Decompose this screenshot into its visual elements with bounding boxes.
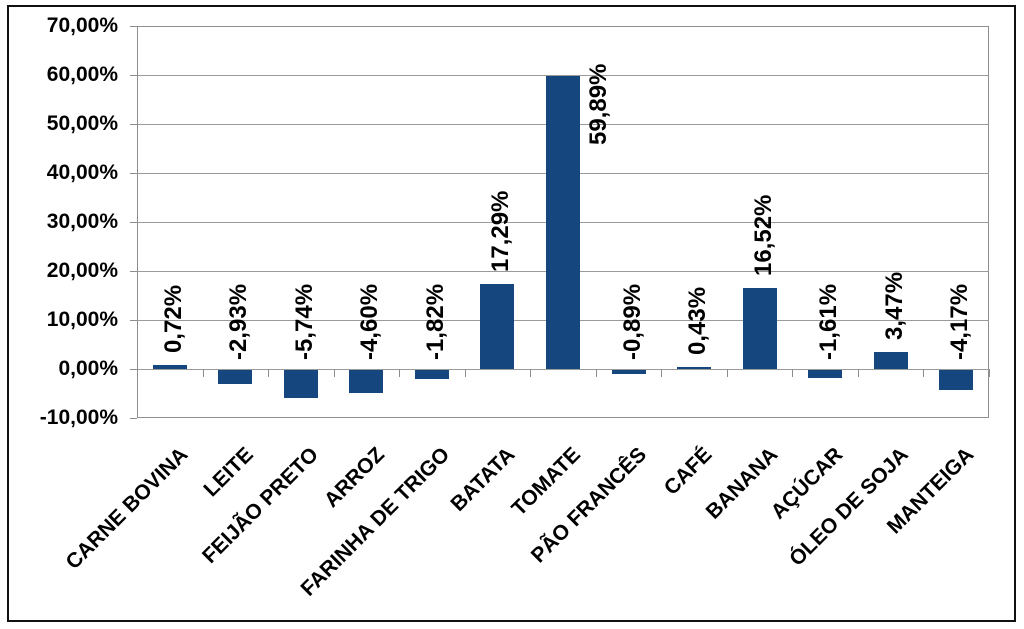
x-axis-tick [268,369,270,377]
bar [873,351,908,369]
x-axis-tick [726,369,728,377]
bar-value-label: -4,17% [946,283,974,360]
bar-value-label: 3,47% [880,271,908,340]
bar [808,370,843,378]
bar [611,370,646,375]
bar-value-label: -1,61% [815,283,843,360]
x-axis-tick [530,369,532,377]
bar [283,370,318,399]
bar [480,284,515,369]
y-axis-tick [130,418,137,419]
y-axis-label: 0,00% [58,357,118,380]
x-axis-tick [202,369,204,377]
y-axis-label: 50,00% [46,112,118,135]
bar-value-label: 16,52% [749,194,777,277]
bar-value-label: 0,72% [159,285,187,354]
bar-value-label: 59,89% [585,63,612,145]
x-axis-tick [137,369,138,377]
x-axis-tick [595,369,597,377]
y-axis-label: 70,00% [46,14,118,37]
y-axis-tick [130,369,137,370]
bar-value-label: -4,60% [356,283,384,360]
x-axis-tick [464,369,466,377]
x-axis-tick [989,369,990,377]
y-axis-tick [130,222,137,223]
bar-value-label: -2,93% [225,283,253,360]
bar-value-label: -5,74% [290,283,318,360]
y-axis-tick [130,75,137,76]
y-axis-label: 60,00% [46,63,118,86]
x-axis-tick [923,369,925,377]
y-axis-label: 10,00% [46,308,118,331]
y-axis-label: 40,00% [46,161,118,184]
gridline [137,75,989,76]
x-axis-tick [792,369,794,377]
bar [677,366,712,369]
bar [546,75,580,369]
bar [218,370,253,385]
x-axis-tick [399,369,401,377]
bar-value-label: -1,82% [421,283,449,360]
y-axis-label: 30,00% [46,210,118,233]
x-axis-tick [333,369,335,377]
y-axis-tick [130,320,137,321]
y-axis-tick [130,271,137,272]
bar [939,370,974,391]
y-axis-tick [130,124,137,125]
x-axis-tick [661,369,663,377]
bar-value-label: -0,89% [618,283,646,360]
y-axis-label: -10,00% [39,406,118,429]
bar [349,370,384,393]
x-axis-tick [857,369,859,377]
bar-value-label: 17,29% [487,190,515,273]
bar [152,365,187,369]
bar-value-label: 0,43% [684,286,712,355]
y-axis-tick [130,173,137,174]
gridline [137,369,989,370]
bar [742,288,777,369]
y-axis-label: 20,00% [46,259,118,282]
y-axis-tick [130,26,137,27]
bar [414,370,449,379]
